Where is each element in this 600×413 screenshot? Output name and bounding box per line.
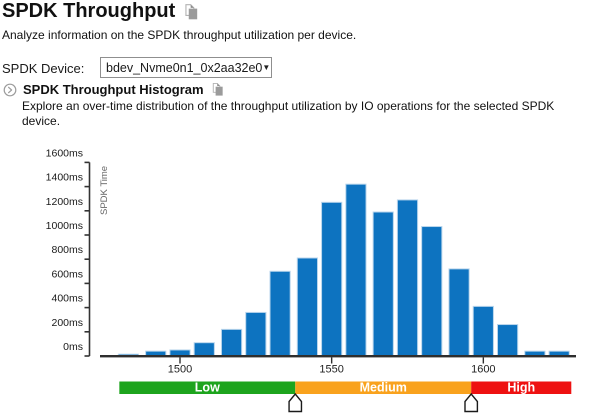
x-tick-label: 1550: [319, 364, 343, 376]
threshold-slider-handle[interactable]: [464, 392, 479, 413]
band-high: [471, 381, 572, 394]
page-description: Analyze information on the SPDK throughp…: [2, 28, 357, 42]
section-title: SPDK Throughput Histogram: [23, 82, 204, 97]
section-description: Explore an over-time distribution of the…: [22, 99, 555, 128]
histogram-bar: [448, 268, 470, 357]
histogram-bar: [372, 211, 394, 357]
device-selector-row: SPDK Device: bdev_Nvme0n1_0x2aa32e0 ▼: [2, 57, 322, 79]
spdk-device-select-value: bdev_Nvme0n1_0x2aa32e0: [106, 60, 263, 75]
y-tick-label: 0ms: [63, 341, 83, 353]
histogram-bar: [269, 270, 291, 357]
histogram-bar: [421, 226, 443, 357]
threshold-slider-handle[interactable]: [288, 392, 303, 413]
y-tick-label: 600ms: [51, 268, 83, 280]
y-tick-label: 200ms: [51, 317, 83, 329]
spdk-device-label: SPDK Device:: [2, 61, 85, 76]
histogram-bars: [117, 183, 570, 357]
x-axis: 1500 1550 1600: [100, 355, 576, 376]
histogram-bar: [245, 311, 267, 357]
y-axis-title: SPDK Time: [99, 166, 110, 215]
band-low: [119, 381, 296, 394]
histogram-section-header: SPDK Throughput Histogram: [3, 82, 225, 97]
histogram-bar: [220, 328, 243, 357]
band-label: High: [507, 381, 535, 395]
spdk-device-select[interactable]: bdev_Nvme0n1_0x2aa32e0 ▼: [100, 57, 272, 78]
page-header: SPDK Throughput: [2, 0, 200, 23]
y-tick-label: 1400ms: [46, 172, 83, 184]
band-label: Medium: [360, 381, 407, 395]
band-medium: [295, 381, 472, 394]
histogram-bar: [345, 183, 367, 357]
y-tick-label: 1200ms: [46, 196, 83, 208]
histogram-bar: [193, 342, 215, 357]
chevron-right-circle-icon[interactable]: [3, 83, 17, 97]
x-tick-label: 1500: [168, 364, 192, 376]
y-axis: 0ms 200ms 400ms 600ms 800ms 1000ms 1200ms 1400m…: [46, 147, 110, 357]
copy-icon[interactable]: [182, 3, 200, 21]
page-title: SPDK Throughput: [2, 0, 176, 22]
histogram-bar: [472, 305, 494, 357]
y-tick-label: 1000ms: [46, 220, 83, 232]
histogram-bar: [321, 201, 343, 357]
band-label: Low: [195, 381, 220, 395]
threshold-bands: Low Medium High: [119, 381, 572, 395]
histogram-bar: [296, 257, 318, 357]
x-tick-label: 1600: [471, 364, 495, 376]
y-tick-label: 800ms: [51, 244, 83, 256]
chevron-down-icon: ▼: [262, 62, 271, 72]
histogram-bar: [396, 199, 419, 357]
y-tick-label: 1600ms: [46, 147, 83, 159]
copy-icon[interactable]: [210, 82, 225, 97]
y-tick-label: 400ms: [51, 293, 83, 305]
histogram-bar: [496, 324, 519, 357]
throughput-histogram-chart: 0ms 200ms 400ms 600ms 800ms 1000ms 1200ms 1400m…: [46, 147, 576, 413]
